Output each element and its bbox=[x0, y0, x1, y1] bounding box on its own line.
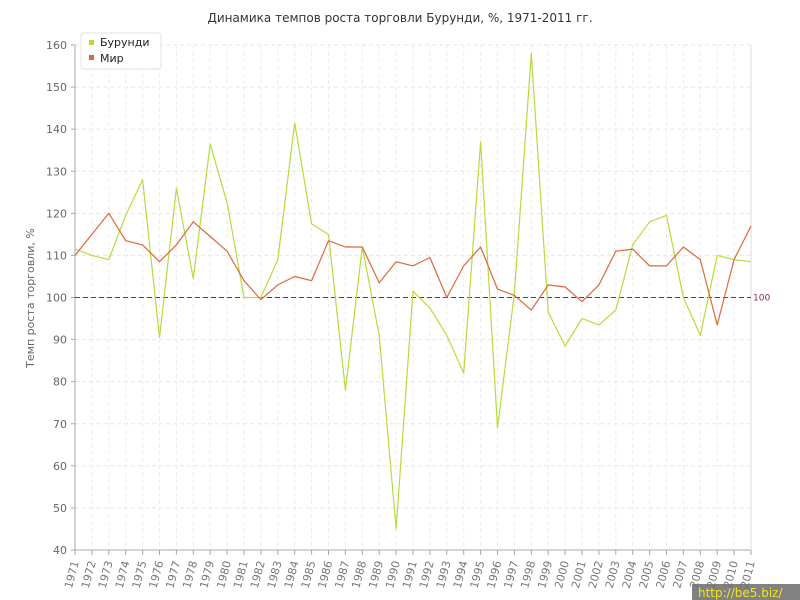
y-tick-label: 40 bbox=[53, 544, 67, 557]
grid bbox=[75, 44, 751, 550]
series-lines bbox=[74, 52, 752, 530]
y-tick-label: 50 bbox=[53, 502, 67, 515]
watermark-link[interactable]: http://be5.biz/ bbox=[698, 586, 783, 600]
y-tick-label: 100 bbox=[46, 292, 67, 305]
y-tick-label: 140 bbox=[46, 123, 67, 136]
legend-label-world: Мир bbox=[100, 52, 124, 65]
legend-swatch-burundi bbox=[89, 40, 94, 45]
y-tick-label: 70 bbox=[53, 418, 67, 431]
x-tick-labels: 1971197219731974197519761977197819791980… bbox=[62, 559, 758, 589]
series-line-world bbox=[74, 212, 752, 326]
series-line-burundi bbox=[74, 52, 752, 530]
watermark[interactable]: http://be5.biz/ bbox=[692, 584, 800, 600]
chart-title: Динамика темпов роста торговли Бурунди, … bbox=[207, 11, 592, 25]
watermark-background bbox=[692, 584, 800, 600]
legend: Бурунди Мир bbox=[80, 32, 162, 70]
y-tick-label: 110 bbox=[46, 249, 67, 262]
legend-swatch-world bbox=[89, 55, 94, 60]
y-tick-label: 160 bbox=[46, 39, 67, 52]
y-tick-label: 60 bbox=[53, 460, 67, 473]
y-tick-label: 80 bbox=[53, 376, 67, 389]
y-tick-label: 150 bbox=[46, 81, 67, 94]
reference-line-label: 100 bbox=[753, 294, 770, 304]
y-tick-labels: 40 50 60 70 80 90 100 110 120 130 140 150 160 bbox=[46, 39, 67, 557]
y-tick-label: 130 bbox=[46, 165, 67, 178]
y-tick-label: 90 bbox=[53, 334, 67, 347]
legend-box bbox=[80, 32, 162, 70]
y-tick-label: 120 bbox=[46, 207, 67, 220]
legend-label-burundi: Бурунди bbox=[100, 36, 150, 49]
y-axis-label: Темп роста торговли, % bbox=[24, 228, 37, 369]
